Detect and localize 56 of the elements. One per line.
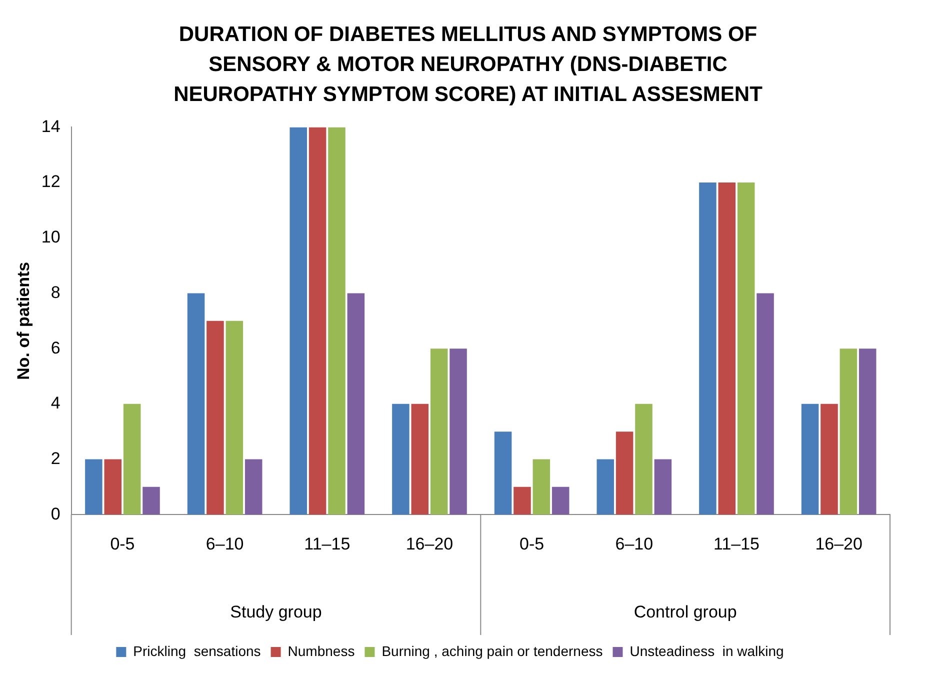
legend-label: Prickling sensations bbox=[133, 642, 261, 659]
text: Study group bbox=[230, 602, 322, 622]
bar bbox=[187, 293, 205, 515]
bar bbox=[123, 404, 141, 515]
bar bbox=[494, 432, 512, 515]
bar bbox=[616, 432, 634, 515]
bar bbox=[820, 404, 838, 515]
y-tick-label: 4 bbox=[50, 394, 60, 413]
y-axis-title: No. of patients bbox=[14, 262, 33, 380]
x-tick-label: 16–20 bbox=[815, 534, 862, 554]
bar bbox=[392, 404, 410, 515]
bar bbox=[104, 459, 122, 515]
bar bbox=[85, 459, 102, 515]
bar bbox=[858, 348, 876, 515]
bar bbox=[347, 293, 365, 515]
y-tick-label: 8 bbox=[50, 282, 60, 302]
bar bbox=[756, 293, 774, 515]
bar bbox=[290, 127, 308, 515]
bar bbox=[142, 486, 160, 515]
bar bbox=[328, 127, 346, 515]
bar bbox=[430, 348, 448, 515]
y-tick-label: 2 bbox=[50, 448, 60, 468]
x-tick-label: 6–10 bbox=[206, 534, 244, 554]
legend-label: Unsteadiness in walking bbox=[630, 642, 784, 659]
bar bbox=[514, 486, 531, 515]
y-tick-label: 12 bbox=[41, 172, 60, 192]
y-tick-label: 14 bbox=[41, 116, 60, 136]
bar bbox=[737, 182, 755, 515]
x-tick-label: 11–15 bbox=[713, 534, 760, 554]
y-tick-label: 6 bbox=[50, 338, 60, 358]
y-tick-label: 0 bbox=[50, 504, 60, 524]
bar bbox=[840, 348, 858, 515]
legend-label: Numbness bbox=[288, 642, 355, 659]
bar bbox=[411, 404, 429, 515]
bar bbox=[596, 459, 614, 515]
x-tick-label: 0-5 bbox=[520, 534, 544, 554]
bar bbox=[244, 459, 262, 515]
bar bbox=[635, 404, 652, 515]
x-tick-label: 11–15 bbox=[304, 534, 350, 554]
bar bbox=[654, 459, 672, 515]
legend-label: Burning , aching pain or tenderness bbox=[382, 642, 603, 659]
bar bbox=[206, 320, 224, 515]
text: Control group bbox=[634, 602, 737, 622]
chart-title: DURATION OF DIABETES MELLITUS AND SYMPTOMS OF SENSORY & MOTOR NEUROPATHY (DNS-DIABETIC NEUROPATHY SYMPTOM SCORE) AT INITIAL ASSESMENT bbox=[172, 22, 764, 108]
x-tick-label: 0-5 bbox=[110, 534, 135, 554]
bar bbox=[699, 182, 716, 515]
x-tick-label: 6–10 bbox=[615, 534, 654, 554]
bar bbox=[308, 127, 326, 515]
bar bbox=[552, 486, 570, 515]
bar bbox=[226, 320, 244, 515]
bar bbox=[801, 404, 819, 515]
bar bbox=[718, 182, 736, 515]
y-tick-label: 10 bbox=[41, 228, 60, 247]
bar bbox=[532, 459, 550, 515]
bar bbox=[450, 348, 467, 515]
x-tick-label: 16–20 bbox=[406, 534, 454, 554]
